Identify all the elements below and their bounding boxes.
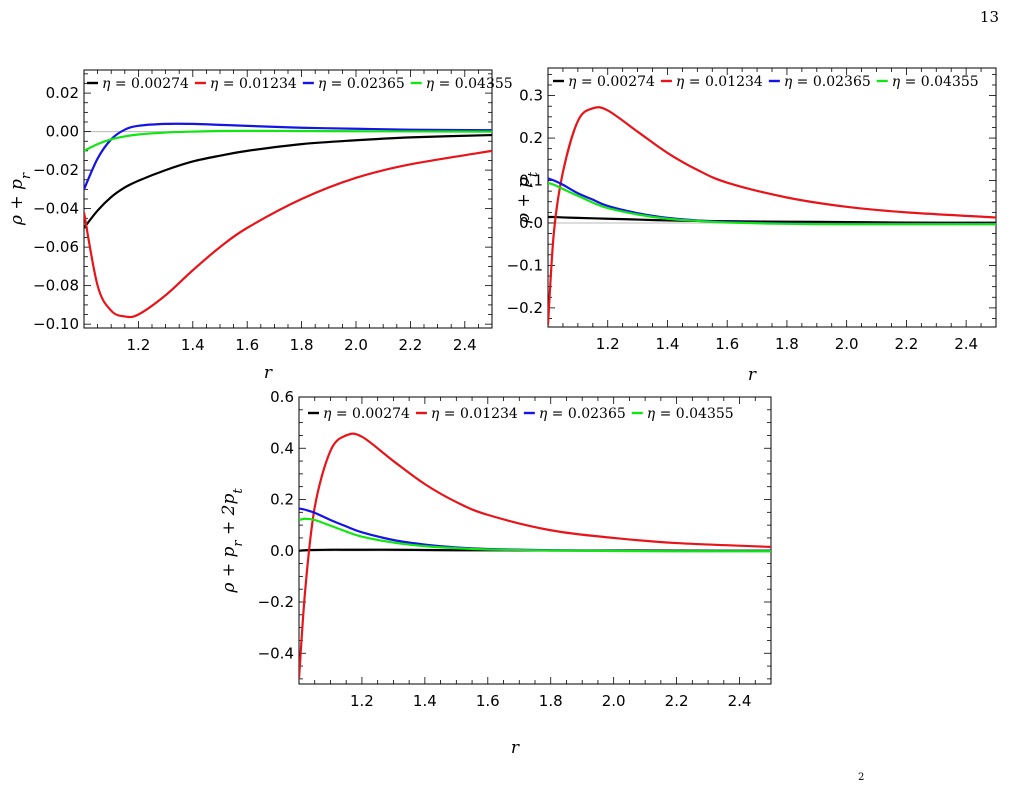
legend-entry: η = 0.02365 xyxy=(784,74,871,90)
series-line-eta-01234 xyxy=(299,432,771,679)
legend-entry: η = 0.02365 xyxy=(318,76,405,92)
series-line-eta-01234 xyxy=(84,149,492,319)
x-axis-label: r xyxy=(264,363,273,383)
x-tick-label: 2.2 xyxy=(894,335,918,353)
x-axis-label: r xyxy=(511,738,520,758)
legend-entry: η = 0.04355 xyxy=(892,74,979,90)
y-tick-label: −0.2 xyxy=(258,593,294,611)
legend-entry: η = 0.02365 xyxy=(539,406,626,422)
x-tick-label: 1.6 xyxy=(715,335,739,353)
legend-entry: η = 0.04355 xyxy=(647,406,734,422)
y-axis-label: ρ + pr + 2pt xyxy=(219,488,246,594)
series-line-eta-00274 xyxy=(548,215,996,224)
y-tick-label: 0.02 xyxy=(46,84,79,102)
x-tick-label: 2.4 xyxy=(728,692,752,710)
series-line-eta-04355 xyxy=(299,517,771,553)
x-tick-label: 1.4 xyxy=(181,336,205,354)
chart-panel-rho-plus-pr: 1.2 1.4 1.6 1.8 2.0 2.2 2.4 0.02 0.00 −0.02 −0.04 −… xyxy=(7,69,513,383)
x-tick-label: 1.4 xyxy=(656,335,680,353)
x-tick-label: 2.0 xyxy=(602,692,626,710)
x-tick-label: 1.4 xyxy=(413,692,437,710)
x-axis-label: r xyxy=(748,365,757,385)
x-tick-label: 1.8 xyxy=(539,692,563,710)
x-tick-label: 2.2 xyxy=(665,692,689,710)
y-axis-label: ρ + pr xyxy=(7,172,34,226)
page-footer-fragment: 2 xyxy=(858,772,865,783)
y-tick-label: −0.06 xyxy=(33,238,79,256)
y-tick-label: −0.10 xyxy=(33,315,79,333)
series-line-eta-01234 xyxy=(548,106,996,325)
x-tick-label: 1.2 xyxy=(596,335,620,353)
x-tick-label: 2.4 xyxy=(954,335,978,353)
chart-panel-rho-plus-pr-plus-2pt: 1.2 1.4 1.6 1.8 2.0 2.2 2.4 0.6 0.4 0.2 0.0 −0.2 −0.… xyxy=(219,388,772,758)
x-tick-label: 1.2 xyxy=(350,692,374,710)
x-tick-label: 1.8 xyxy=(775,335,799,353)
y-axis-label: ρ + pt xyxy=(514,171,541,224)
y-tick-label: −0.08 xyxy=(33,277,79,295)
y-tick-label: 0.3 xyxy=(519,87,543,105)
y-tick-label: −0.04 xyxy=(33,200,79,218)
x-tick-label: 2.4 xyxy=(453,336,477,354)
page-number: 13 xyxy=(979,8,999,26)
y-tick-label: 0.0 xyxy=(519,214,543,232)
legend-entry: η = 0.00274 xyxy=(568,74,655,90)
legend-entry: η = 0.00274 xyxy=(102,76,189,92)
x-tick-label: 2.2 xyxy=(398,336,422,354)
y-tick-label: −0.4 xyxy=(258,644,294,662)
y-tick-label: 0.00 xyxy=(46,123,79,141)
series-line-eta-00274 xyxy=(84,133,492,229)
series-line-eta-04355 xyxy=(84,129,492,152)
y-tick-label: −0.02 xyxy=(33,161,79,179)
x-tick-label: 1.2 xyxy=(126,336,150,354)
x-tick-label: 1.6 xyxy=(476,692,500,710)
y-tick-label: −0.2 xyxy=(507,299,543,317)
y-tick-label: 0.6 xyxy=(270,388,294,406)
plot-frame xyxy=(83,69,493,329)
y-tick-label: 0.1 xyxy=(519,172,543,190)
legend-entry: η = 0.01234 xyxy=(676,74,763,90)
legend-entry: η = 0.01234 xyxy=(431,406,518,422)
legend-entry: η = 0.04355 xyxy=(426,76,513,92)
legend-entry: η = 0.01234 xyxy=(210,76,297,92)
y-tick-label: 0.4 xyxy=(270,439,294,457)
y-tick-label: 0.2 xyxy=(270,491,294,509)
x-tick-label: 1.6 xyxy=(235,336,259,354)
plot-frame xyxy=(298,396,772,685)
x-tick-label: 2.0 xyxy=(344,336,368,354)
series-line-eta-04355 xyxy=(548,181,996,226)
plot-frame xyxy=(547,67,997,328)
x-tick-label: 2.0 xyxy=(835,335,859,353)
y-tick-label: 0.0 xyxy=(270,542,294,560)
series-line-eta-02365 xyxy=(548,177,996,225)
x-tick-label: 1.8 xyxy=(290,336,314,354)
y-tick-label: 0.2 xyxy=(519,129,543,147)
legend-entry: η = 0.00274 xyxy=(323,406,410,422)
chart-panel-rho-plus-pt: 1.2 1.4 1.6 1.8 2.0 2.2 2.4 0.3 0.2 0.1 0.0 −0.1 −0.… xyxy=(507,67,997,385)
y-tick-label: −0.1 xyxy=(507,256,543,274)
